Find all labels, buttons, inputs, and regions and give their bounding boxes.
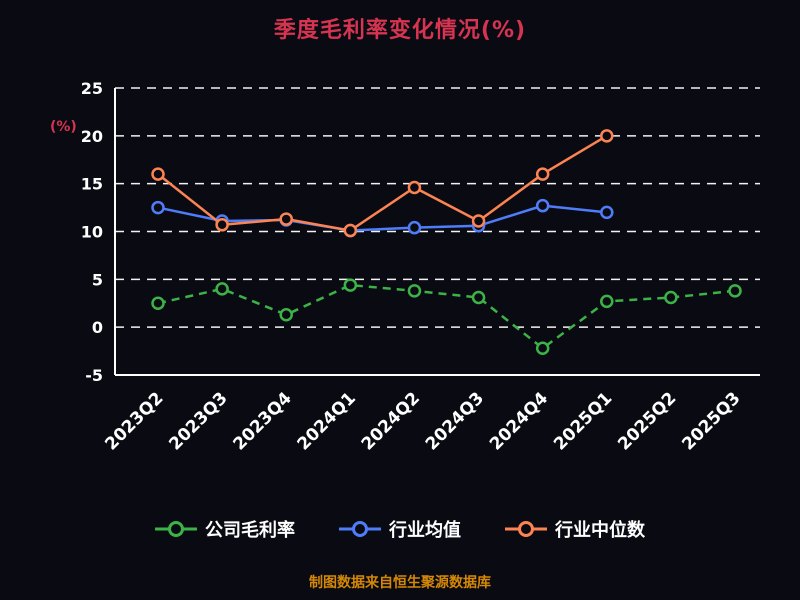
- series-2: [151, 129, 614, 238]
- x-tick-labels: 2023Q22023Q32023Q42024Q12024Q22024Q32024…: [101, 388, 744, 454]
- legend-item-label: 行业均值: [389, 520, 461, 541]
- data-point-marker: [535, 198, 550, 213]
- data-point-marker: [535, 341, 550, 355]
- data-point-marker: [407, 180, 422, 195]
- data-point-marker: [343, 223, 358, 238]
- axes: [114, 88, 760, 376]
- x-tick-label: 2025Q2: [614, 388, 680, 454]
- legend-item-industry-median[interactable]: 行业中位数: [505, 516, 645, 542]
- data-point-marker: [151, 167, 165, 181]
- data-point-marker: [279, 307, 293, 322]
- legend-item-industry-mean[interactable]: 行业均值: [339, 516, 461, 542]
- data-point-marker: [600, 205, 614, 220]
- series-line: [157, 134, 608, 232]
- y-tick-label: 0: [92, 318, 103, 337]
- y-tick-label: 5: [92, 270, 103, 289]
- legend-item-company-gross-margin[interactable]: 公司毛利率: [155, 516, 295, 542]
- x-tick-label: 2025Q1: [550, 388, 616, 454]
- data-point-marker: [471, 214, 486, 228]
- data-point-marker: [600, 129, 614, 143]
- y-tick-label: -5: [85, 366, 103, 385]
- y-tick-label: 10: [81, 223, 103, 242]
- data-point-marker: [407, 284, 422, 298]
- data-point-marker: [279, 212, 293, 226]
- legend-marker-circle-icon: [155, 521, 197, 537]
- data-point-marker: [151, 200, 165, 215]
- data-point-marker: [215, 218, 229, 232]
- legend-item-label: 公司毛利率: [205, 520, 295, 541]
- y-tick-labels: -5 0 5 10 15 20 25: [81, 79, 103, 385]
- data-point-marker: [535, 167, 550, 181]
- legend-marker-circle-icon: [339, 521, 381, 537]
- data-point-marker: [407, 220, 422, 235]
- data-point-marker: [151, 296, 165, 310]
- series-line: [157, 204, 607, 232]
- x-tick-label: 2023Q4: [230, 388, 296, 454]
- data-point-marker: [343, 278, 358, 292]
- plot-area: -505101520252023Q22023Q32023Q42024Q12024…: [81, 79, 760, 455]
- x-tick-label: 2024Q3: [422, 388, 488, 454]
- x-tick-label: 2023Q3: [165, 388, 231, 454]
- legend-item-label: 行业中位数: [555, 520, 645, 541]
- chart-title: 季度毛利率变化情况(%): [273, 18, 527, 43]
- data-point-marker: [664, 290, 678, 305]
- series-0: [151, 278, 742, 355]
- x-tick-label: 2024Q4: [486, 388, 552, 454]
- x-tick-label: 2023Q2: [101, 388, 167, 454]
- legend-marker-circle-icon: [505, 521, 547, 537]
- y-tick-label: 20: [81, 127, 103, 146]
- x-tick-label: 2025Q3: [678, 388, 744, 454]
- y-tick-label: 25: [81, 79, 103, 98]
- x-tick-label: 2024Q2: [358, 388, 424, 454]
- data-point-marker: [215, 282, 229, 296]
- series-line: [157, 283, 736, 350]
- data-point-marker: [471, 290, 486, 305]
- x-tick-label: 2024Q1: [294, 388, 360, 454]
- data-source-note: 制图数据来自恒生聚源数据库: [309, 575, 491, 591]
- legend: 公司毛利率 行业均值 行业中位数: [0, 516, 800, 542]
- y-axis-label: (%): [50, 119, 77, 135]
- gridlines: [115, 87, 760, 328]
- data-point-marker: [728, 284, 742, 298]
- data-point-marker: [600, 294, 614, 309]
- y-tick-label: 15: [81, 175, 103, 194]
